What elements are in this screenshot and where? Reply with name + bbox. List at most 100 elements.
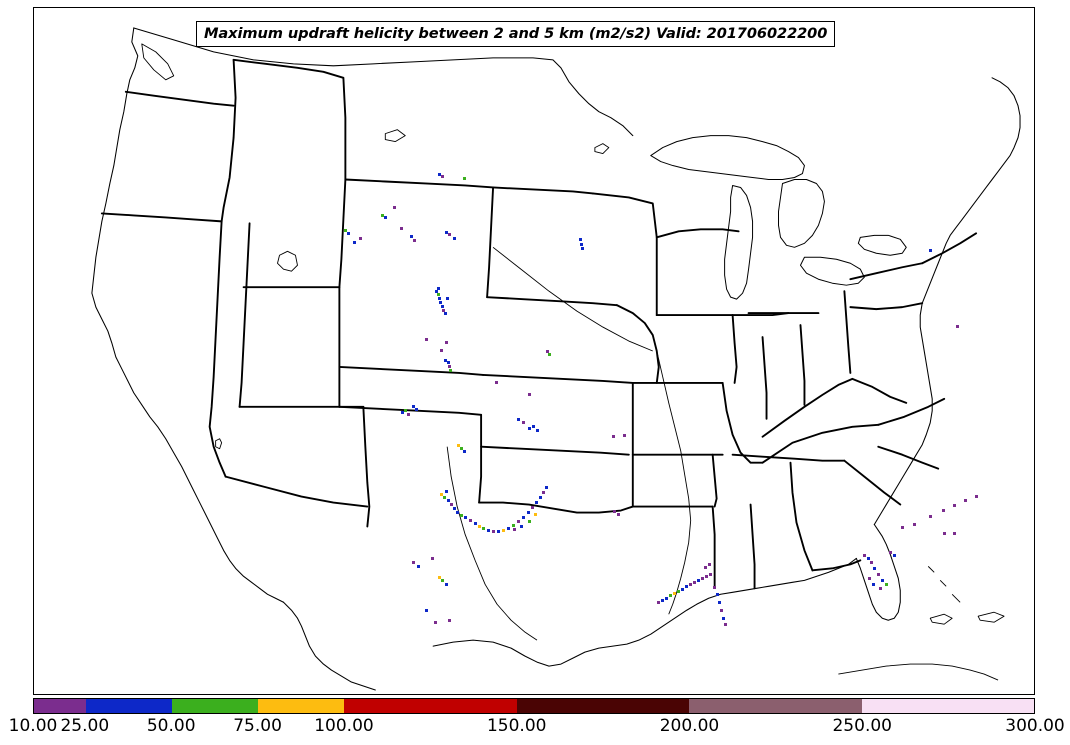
storm-cell — [415, 408, 418, 411]
state-border-tn-ms-al-ga — [731, 453, 846, 462]
storm-cell — [867, 557, 870, 560]
storm-cell — [956, 325, 959, 328]
storm-cell — [410, 235, 413, 238]
colorbar-segment-dark-maroon — [516, 699, 690, 713]
storm-cell — [665, 597, 668, 600]
state-border-co-nm-south — [338, 405, 483, 416]
storm-cluster-northeast-single — [34, 8, 1034, 694]
storm-cluster-bahamas-atlantic — [34, 8, 1034, 694]
storm-cell — [877, 573, 880, 576]
storm-cell — [445, 583, 448, 586]
storm-cell — [697, 579, 700, 582]
state-border-wi-il — [731, 312, 790, 317]
storm-cell — [413, 239, 416, 242]
storm-cell — [453, 237, 456, 240]
state-border-ca-nv-az — [208, 220, 227, 478]
storm-cell — [879, 587, 882, 590]
storm-cell — [581, 247, 584, 250]
storm-cell — [513, 528, 516, 531]
storm-cell — [497, 530, 500, 533]
storm-cell — [539, 496, 542, 499]
storm-cell — [716, 593, 719, 596]
state-border-id-mt-wy — [232, 58, 347, 181]
state-border-sd-ne — [486, 296, 618, 307]
storm-cell — [661, 599, 664, 602]
state-border-co-ne-ks — [338, 366, 485, 376]
storm-cell — [359, 237, 362, 240]
storm-cell — [542, 491, 545, 494]
storm-cell — [507, 527, 510, 530]
storm-cell — [929, 515, 932, 518]
storm-cell — [546, 350, 549, 353]
storm-cell — [401, 411, 404, 414]
state-border-il-in — [761, 336, 768, 420]
storm-cell — [708, 563, 711, 566]
storm-cell — [548, 353, 551, 356]
great-salt-lake — [277, 250, 298, 272]
colorbar-tick-50: 50.00 — [146, 716, 196, 736]
lake-ontario — [857, 234, 907, 256]
storm-cluster-colorado-interior — [34, 8, 1034, 694]
storm-cell — [913, 523, 916, 526]
colorbar-segment-purple — [34, 699, 86, 713]
storm-cell — [881, 579, 884, 582]
storm-cell — [522, 421, 525, 424]
storm-cell — [528, 520, 531, 523]
colorbar-tick-100: 100.00 — [314, 716, 374, 736]
state-border-id-wa-or — [220, 58, 237, 223]
storm-cell — [953, 532, 956, 535]
storm-cell — [517, 520, 520, 523]
colorbar[interactable] — [33, 698, 1035, 714]
lake-erie — [799, 256, 865, 286]
storm-cell — [528, 393, 531, 396]
colorbar-tick-25: 25.00 — [60, 716, 110, 736]
vancouver-island — [141, 43, 175, 81]
storm-cell — [677, 590, 680, 593]
state-border-sc-ga — [843, 459, 902, 506]
storm-cell — [446, 297, 449, 300]
storm-cell — [440, 493, 443, 496]
atlantic-coast — [873, 77, 1021, 526]
colorbar-segment-mauve — [689, 699, 862, 713]
storm-cell — [417, 565, 420, 568]
colorbar-tick-75: 75.00 — [233, 716, 282, 736]
storm-cell — [669, 594, 672, 597]
state-border-ne-ia-mo — [615, 304, 660, 384]
storm-cluster-florida-peninsula — [34, 8, 1034, 694]
storm-cell — [872, 583, 875, 586]
storm-cell — [400, 227, 403, 230]
storm-cell — [512, 524, 515, 527]
state-border-nm-tx — [478, 413, 483, 504]
storm-cell — [478, 525, 481, 528]
state-border-tn-ky — [761, 423, 880, 464]
state-border-al-ga — [789, 461, 814, 572]
island-chain-bahamas — [927, 566, 961, 603]
storm-cell — [449, 369, 452, 372]
storm-cell — [536, 429, 539, 432]
storm-cell — [482, 527, 485, 530]
storm-cluster-eastern-washington — [34, 8, 1034, 694]
pacific-northwest-coast — [91, 27, 285, 603]
state-boundaries-group — [100, 58, 978, 590]
storm-cell — [953, 504, 956, 507]
storm-cell — [870, 561, 873, 564]
state-border-or-ca-nv — [100, 212, 223, 223]
state-border-wi-mi-upper — [655, 228, 740, 239]
river-mississippi — [656, 350, 692, 615]
state-border-oh-pa — [843, 290, 852, 374]
storm-cell — [442, 309, 445, 312]
storm-cell — [381, 214, 384, 217]
state-border-pa-md-va — [849, 302, 924, 311]
storm-cell — [532, 425, 535, 428]
florida-peninsula-coast — [855, 523, 901, 621]
storm-cell — [868, 577, 871, 580]
storm-cluster-midwest-single — [34, 8, 1034, 694]
storm-cell — [438, 297, 441, 300]
state-border-wy-sd-ne — [486, 186, 495, 299]
storm-cell — [502, 529, 505, 532]
storm-cell — [495, 381, 498, 384]
storm-cell — [441, 579, 444, 582]
state-border-ia-il — [731, 314, 738, 384]
storm-cell — [535, 501, 538, 504]
